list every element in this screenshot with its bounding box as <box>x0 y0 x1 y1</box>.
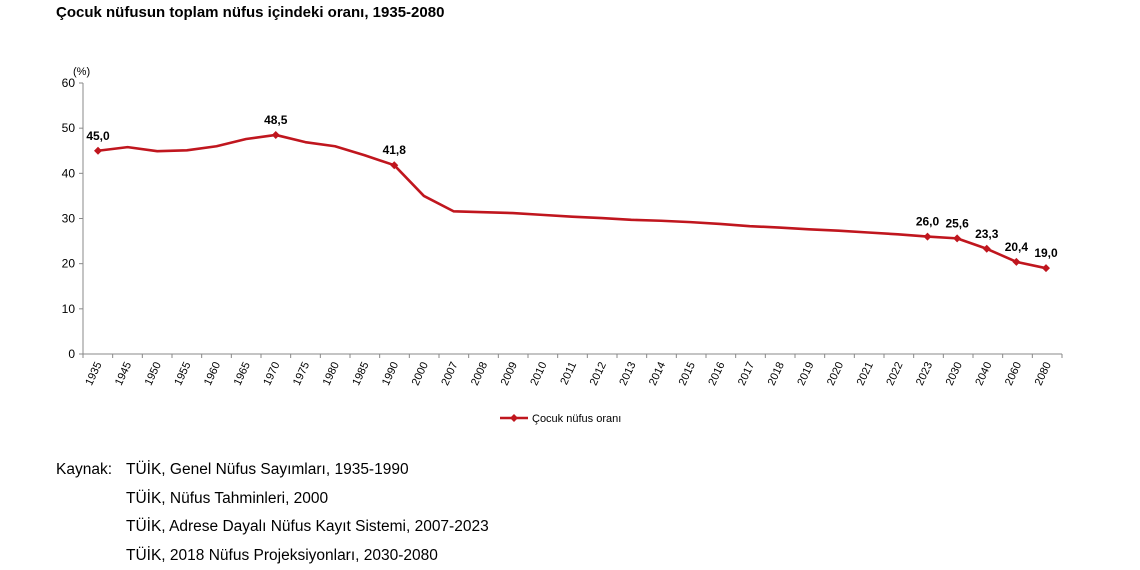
data-label: 41,8 <box>383 143 407 157</box>
data-label: 20,4 <box>1005 240 1029 254</box>
x-tick-label: 2080 <box>1033 360 1054 387</box>
x-tick-label: 1950 <box>143 360 164 387</box>
y-tick-label: 10 <box>62 302 76 316</box>
x-tick-label: 2018 <box>766 360 787 387</box>
source-line: TÜİK, Adrese Dayalı Nüfus Kayıt Sistemi,… <box>126 518 489 535</box>
data-label: 19,0 <box>1034 246 1058 260</box>
x-tick-label: 2016 <box>706 360 727 387</box>
x-tick-label: 2011 <box>558 360 579 387</box>
y-tick-label: 50 <box>62 121 76 135</box>
x-tick-label: 2010 <box>528 360 549 387</box>
x-tick-label: 2000 <box>410 360 431 387</box>
y-axis-label: (%) <box>73 66 90 78</box>
y-tick-label: 0 <box>68 347 75 361</box>
x-tick-label: 2021 <box>855 360 876 387</box>
x-tick-label: 2009 <box>499 360 520 387</box>
x-tick-label: 2020 <box>825 360 846 387</box>
x-tick-label: 1935 <box>83 360 104 387</box>
x-tick-label: 2007 <box>439 360 460 387</box>
legend-marker <box>510 414 518 422</box>
data-label: 23,3 <box>975 227 999 241</box>
x-tick-label: 2040 <box>973 360 994 387</box>
data-point <box>1042 264 1050 273</box>
source-label: Kaynak: <box>56 461 113 478</box>
data-label: 25,6 <box>945 216 969 230</box>
data-point <box>390 161 399 170</box>
x-tick-label: 2019 <box>795 360 816 387</box>
x-tick-label: 1975 <box>291 360 312 387</box>
source-line: TÜİK, Nüfus Tahminleri, 2000 <box>126 490 329 507</box>
x-tick-label: 1955 <box>172 360 193 387</box>
data-point <box>271 130 280 139</box>
x-tick-label: 1970 <box>261 360 282 387</box>
x-tick-label: 1945 <box>113 360 134 387</box>
data-point <box>1012 257 1021 266</box>
source-line: TÜİK, 2018 Nüfus Projeksiyonları, 2030-2… <box>126 547 438 564</box>
x-tick-label: 2014 <box>647 360 668 387</box>
chart-title: Çocuk nüfusun toplam nüfus içindeki oran… <box>56 4 445 21</box>
data-point <box>953 234 962 243</box>
data-label: 48,5 <box>264 113 288 127</box>
x-tick-label: 2015 <box>677 360 698 387</box>
x-tick-label: 1985 <box>350 360 371 387</box>
x-tick-label: 1965 <box>232 360 253 387</box>
x-tick-label: 2022 <box>884 360 905 387</box>
y-tick-label: 20 <box>62 257 76 271</box>
y-tick-label: 40 <box>62 166 76 180</box>
x-tick-label: 2030 <box>944 360 965 387</box>
source-line: TÜİK, Genel Nüfus Sayımları, 1935-1990 <box>126 461 409 478</box>
legend-label: Çocuk nüfus oranı <box>532 413 621 425</box>
data-label: 45,0 <box>86 129 110 143</box>
data-label: 26,0 <box>916 215 940 229</box>
x-tick-label: 1980 <box>321 360 342 387</box>
x-tick-label: 2008 <box>469 360 490 387</box>
x-tick-label: 2012 <box>588 360 609 387</box>
y-tick-label: 60 <box>62 76 76 90</box>
x-tick-label: 2023 <box>914 360 935 387</box>
y-tick-label: 30 <box>62 212 76 226</box>
x-tick-label: 2017 <box>736 360 757 387</box>
series-line <box>97 133 1047 270</box>
x-tick-label: 2060 <box>1003 360 1024 387</box>
data-point <box>94 146 102 155</box>
data-point <box>923 232 932 241</box>
x-tick-label: 2013 <box>617 360 638 387</box>
x-tick-label: 1960 <box>202 360 223 387</box>
data-point <box>982 244 991 253</box>
x-tick-label: 1990 <box>380 360 401 387</box>
